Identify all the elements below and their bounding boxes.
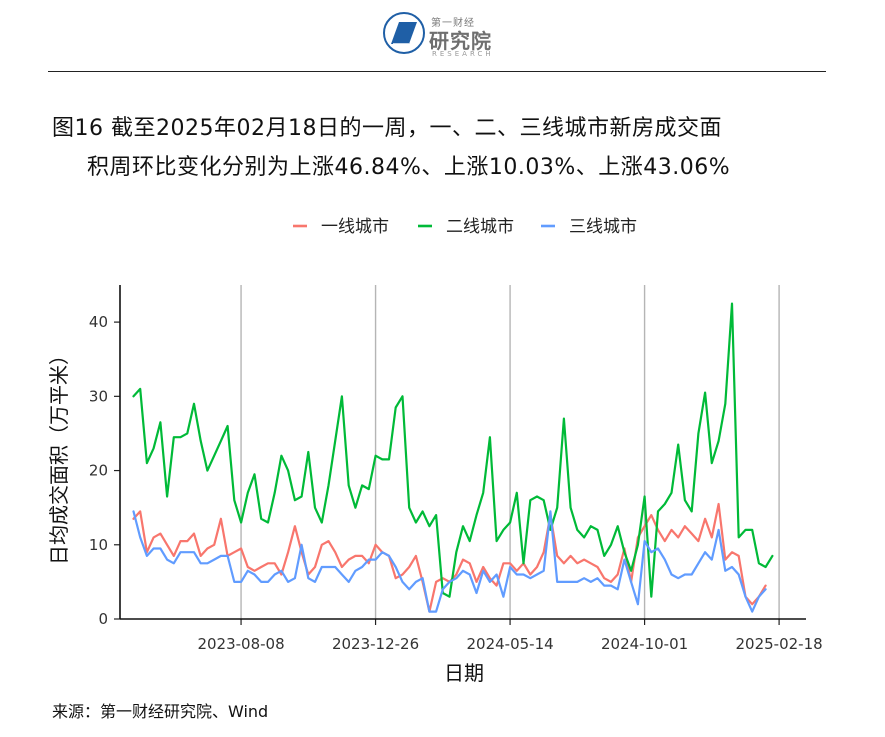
y-tick-label: 10 [89, 536, 108, 554]
source-note: 来源：第一财经研究院、Wind [52, 702, 269, 721]
chart-grid [240, 285, 780, 619]
series-line-3 [132, 510, 767, 613]
figure-title-line-2: 积周环比变化分别为上涨46.84%、上涨10.03%、上涨43.06% [87, 155, 731, 180]
line-chart: 一线城市 二线城市 三线城市 2023-08-08 2023-12-26 2024-05… [47, 217, 823, 685]
legend-label: 三线城市 [569, 217, 637, 237]
research-logo: 第一财经 研究院 RESEARCH [383, 10, 503, 58]
x-tick-label: 2025-02-18 [736, 635, 823, 653]
x-tick-label: 2024-05-14 [466, 635, 553, 653]
y-axis-label: 日均成交面积（万平米） [47, 345, 71, 565]
chart-legend: 一线城市 二线城市 三线城市 [293, 217, 637, 237]
x-tick-label: 2023-12-26 [332, 635, 419, 653]
series-line-2 [132, 302, 774, 598]
figure-title-line-1: 图16 截至2025年02月18日的一周，一、二、三线城市新房成交面 [52, 116, 722, 141]
legend-label: 一线城市 [321, 217, 389, 237]
x-tick-label: 2024-10-01 [601, 635, 688, 653]
y-tick-label: 40 [89, 313, 108, 331]
y-tick-label: 20 [89, 462, 108, 480]
y-tick-label: 30 [89, 387, 108, 405]
x-axis-label: 日期 [444, 661, 484, 685]
y-tick-label: 0 [98, 610, 108, 628]
logo-book-icon [383, 12, 425, 54]
logo-english-text: RESEARCH [432, 50, 494, 58]
logo-small-text: 第一财经 [431, 18, 475, 29]
logo-name-text: 研究院 [429, 29, 492, 53]
legend-label: 二线城市 [446, 217, 514, 237]
x-tick-label: 2023-08-08 [197, 635, 284, 653]
chart-series-layer [132, 302, 774, 613]
header-divider [48, 71, 826, 72]
chart-axes: 2023-08-08 2023-12-26 2024-05-14 2024-10-01… [89, 285, 823, 653]
